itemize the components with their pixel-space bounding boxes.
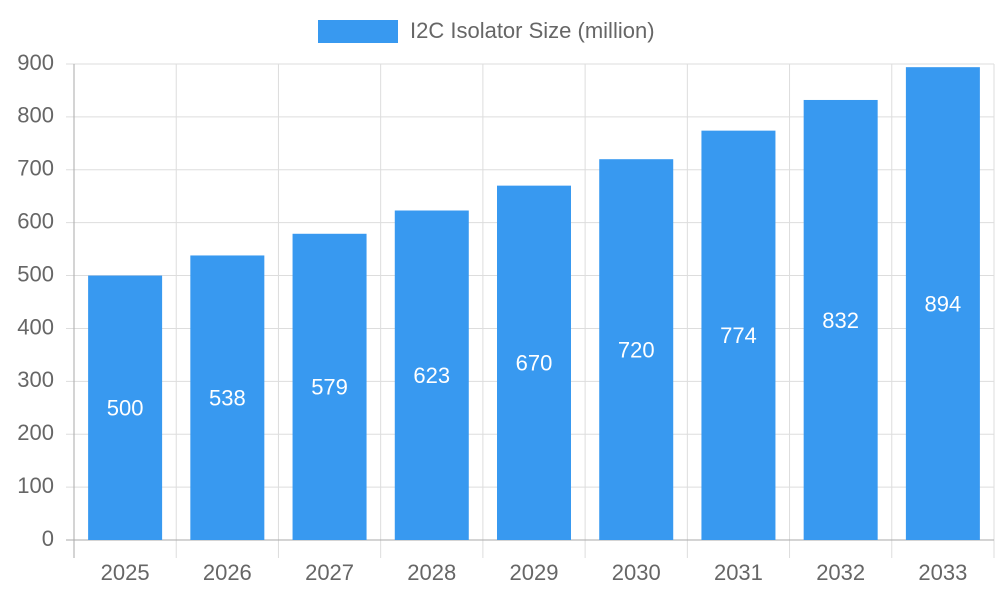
x-tick-label: 2029 [510,560,559,585]
x-tick-label: 2032 [816,560,865,585]
x-tick-label: 2026 [203,560,252,585]
x-tick-label: 2027 [305,560,354,585]
x-tick-label: 2025 [101,560,150,585]
bar [292,233,367,541]
data-label: 832 [822,308,859,333]
y-tick-label: 200 [17,420,54,445]
legend-label: I2C Isolator Size (million) [410,18,655,43]
bar [497,185,571,540]
y-tick-label: 600 [17,208,54,233]
data-label: 720 [618,337,655,362]
bar [905,67,980,540]
bar [190,255,265,541]
y-tick-label: 500 [17,261,54,286]
data-label: 670 [516,351,553,376]
y-tick-label: 800 [17,103,54,128]
x-tick-label: 2031 [714,560,763,585]
data-label: 538 [209,386,246,411]
y-tick-label: 100 [17,473,54,498]
x-tick-label: 2028 [407,560,456,585]
data-label: 500 [107,396,144,421]
bar [803,99,878,540]
y-tick-label: 0 [42,526,54,551]
bar [394,210,469,540]
x-tick-label: 2033 [918,560,967,585]
legend-swatch [318,20,398,43]
y-tick-label: 700 [17,156,54,181]
bar [599,159,674,540]
x-tick-label: 2030 [612,560,661,585]
data-label: 579 [311,375,348,400]
data-label: 774 [720,323,757,348]
data-label: 623 [413,363,450,388]
bar [701,130,776,540]
y-tick-label: 300 [17,367,54,392]
bar [88,275,163,540]
data-label: 894 [925,291,962,316]
y-tick-label: 900 [17,50,54,75]
y-tick-label: 400 [17,314,54,339]
